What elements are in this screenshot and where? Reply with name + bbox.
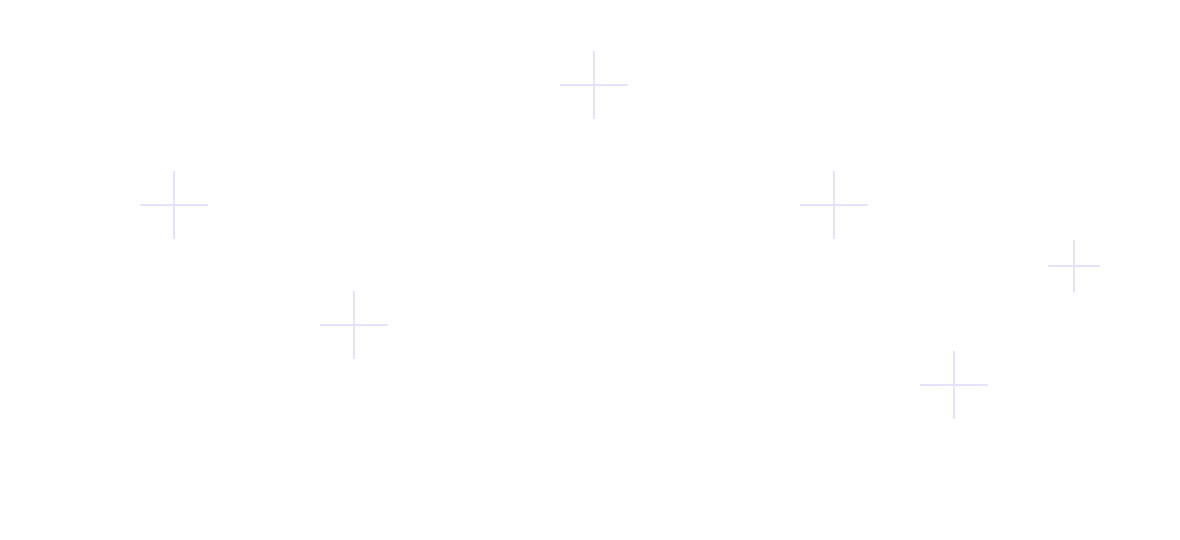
plus-icon: [320, 291, 388, 359]
plus-icon: [140, 171, 208, 239]
plus-icon: [560, 51, 628, 119]
plus-icon: [1048, 240, 1100, 292]
plus-icon: [800, 171, 868, 239]
plus-icon: [920, 351, 988, 419]
